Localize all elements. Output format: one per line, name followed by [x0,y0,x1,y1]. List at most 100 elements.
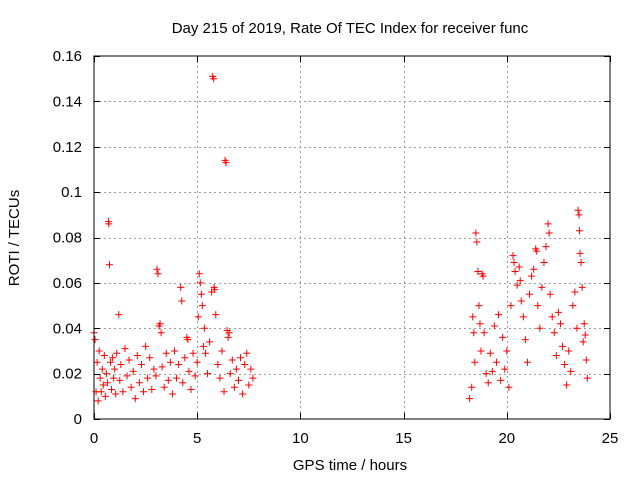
data-point [503,347,511,355]
data-point [110,374,118,382]
data-point [153,265,161,273]
data-point [226,370,234,378]
data-point [224,333,232,341]
x-tick-label: 10 [292,430,309,447]
data-point [137,361,145,369]
data-points [90,72,591,405]
data-point [554,308,562,316]
x-tick-label: 20 [498,430,515,447]
data-point [105,220,113,228]
data-point [469,313,477,321]
data-point [517,297,525,305]
data-point [561,361,569,369]
data-point [466,395,474,403]
chart-title: Day 215 of 2019, Rate Of TEC Index for r… [172,20,529,37]
data-point [528,272,536,280]
data-point [103,379,111,387]
data-point [108,386,116,394]
data-point [501,365,509,373]
data-point [550,329,558,337]
data-point [579,338,587,346]
data-point [177,283,185,291]
data-point [195,270,203,278]
data-point [580,320,588,328]
data-point [98,365,106,373]
data-point [470,329,478,337]
data-point [581,331,589,339]
y-tick-label: 0.14 [53,93,82,110]
data-point [199,342,207,350]
data-point [507,302,515,310]
data-point [178,297,186,305]
data-point [184,336,192,344]
data-point [571,288,579,296]
y-tick-label: 0.06 [53,275,82,292]
data-point [521,336,529,344]
data-point [185,367,193,375]
data-point [505,383,513,391]
data-point [148,386,156,394]
data-point [552,351,560,359]
data-point [142,342,150,350]
data-point [534,302,542,310]
data-point [101,392,109,400]
x-tick-label: 25 [602,430,619,447]
data-point [492,358,500,366]
data-point [211,286,219,294]
data-point [152,372,160,380]
data-point [575,211,583,219]
data-point [542,243,550,251]
data-point [578,283,586,291]
data-point [574,206,582,214]
data-point [249,374,257,382]
y-axis-label: ROTI / TECUs [6,190,23,286]
data-point [474,268,482,276]
data-point [577,258,585,266]
y-tick-label: 0.08 [53,230,82,247]
data-point [582,356,590,364]
data-point [225,329,233,337]
data-point [175,361,183,369]
data-point [112,390,120,398]
data-point [545,229,553,237]
data-point [196,279,204,287]
data-point [187,386,195,394]
data-point [91,336,99,344]
data-point [526,290,534,298]
data-point [113,349,121,357]
data-point [480,329,488,337]
data-point [115,311,123,319]
data-point [212,311,220,319]
data-point [157,329,165,337]
data-point [117,361,125,369]
data-point [156,320,164,328]
data-point [575,227,583,235]
data-point [567,367,575,375]
data-point [105,261,113,269]
data-point [173,374,181,382]
data-point [548,313,556,321]
data-point [486,349,494,357]
x-tick-label: 0 [90,430,98,447]
data-point [102,370,110,378]
data-point [198,302,206,310]
data-point [513,281,521,289]
data-point [477,347,485,355]
data-point [247,365,255,373]
data-point [234,376,242,384]
data-point [164,376,172,384]
data-point [495,311,503,319]
data-point [519,313,527,321]
data-point [119,388,127,396]
data-point [544,220,552,228]
data-point [471,358,479,366]
data-point [191,372,199,380]
data-point [583,374,591,382]
data-point [484,379,492,387]
data-point [158,363,166,371]
data-point [245,381,253,389]
data-point [479,272,487,280]
x-tick-labels: 0 5 10 15 20 25 [90,430,619,447]
